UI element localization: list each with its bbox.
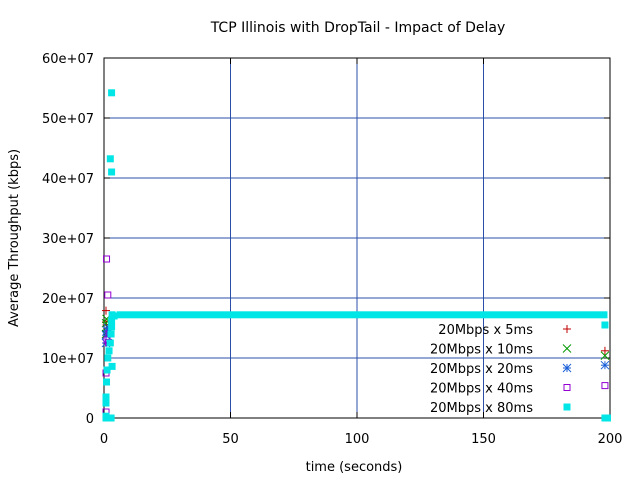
data-point [107, 414, 115, 422]
x-tick-label: 0 [100, 432, 108, 447]
x-tick-label: 50 [222, 432, 239, 447]
y-tick-label: 30e+07 [42, 232, 94, 247]
y-ticks: 0 10e+07 20e+07 30e+07 40e+07 50e+07 60e+07 [42, 52, 610, 427]
legend-label: 20Mbps x 40ms [430, 382, 533, 397]
y-tick-label: 50e+07 [42, 112, 94, 127]
data-point [102, 399, 110, 407]
x-tick-label: 100 [345, 432, 370, 447]
data-point [108, 317, 116, 325]
grid [104, 58, 610, 418]
data-point [103, 255, 111, 263]
legend: 20Mbps x 5ms 20Mbps x 10ms 20Mbps x 20ms 20… [430, 323, 572, 416]
series-layer [101, 89, 611, 422]
y-tick-label: 10e+07 [42, 352, 94, 367]
data-point [108, 89, 116, 97]
data-point [601, 321, 609, 329]
data-point [102, 306, 110, 315]
x-axis-label: time (seconds) [306, 460, 403, 475]
legend-label: 20Mbps x 10ms [430, 343, 533, 358]
legend-label: 20Mbps x 20ms [430, 362, 533, 377]
legend-marker [563, 384, 571, 391]
data-point [108, 168, 116, 176]
x-tick-label: 200 [598, 432, 623, 447]
y-tick-label: 40e+07 [42, 172, 94, 187]
data-point [102, 393, 110, 401]
data-point [108, 323, 116, 331]
legend-label: 20Mbps x 80ms [430, 401, 533, 416]
series-5 [102, 89, 611, 422]
data-point [104, 354, 112, 362]
data-point [106, 155, 114, 163]
data-point [103, 378, 111, 386]
data-point [106, 339, 114, 347]
y-tick-label: 20e+07 [42, 292, 94, 307]
chart-title: TCP Illinois with DropTail - Impact of D… [210, 20, 506, 36]
y-axis-label: Average Throughput (kbps) [7, 149, 22, 327]
data-point [105, 347, 113, 355]
data-point [603, 414, 611, 422]
data-point [104, 291, 112, 299]
x-tick-label: 150 [471, 432, 496, 447]
series-band [116, 311, 608, 319]
legend-marker [563, 403, 571, 411]
legend-marker [562, 344, 572, 353]
data-point [600, 351, 610, 360]
legend-label: 20Mbps x 5ms [438, 323, 533, 338]
y-tick-label: 0 [86, 412, 94, 427]
data-point [110, 312, 118, 320]
data-point [103, 366, 111, 374]
legend-marker [563, 325, 571, 333]
data-point [102, 414, 110, 422]
data-point [107, 330, 115, 338]
data-point [600, 360, 610, 370]
data-point [601, 382, 609, 390]
data-point [108, 362, 116, 370]
y-tick-label: 60e+07 [42, 52, 94, 67]
data-point [600, 346, 609, 355]
legend-marker [562, 363, 572, 373]
